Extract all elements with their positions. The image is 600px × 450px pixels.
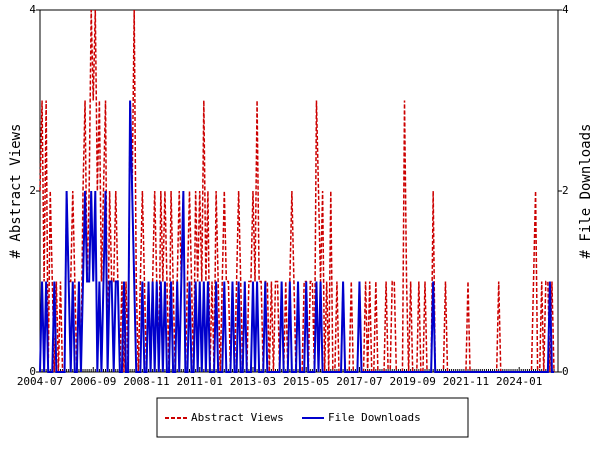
series-line bbox=[39, 100, 554, 373]
legend-box bbox=[156, 397, 469, 438]
y2-tick-label: 0 bbox=[562, 365, 569, 378]
x-tick-label: 2021-11 bbox=[443, 375, 489, 388]
y-tick-label: 0 bbox=[29, 365, 36, 378]
series-line bbox=[39, 9, 555, 373]
x-tick-label: 2024-01 bbox=[496, 375, 542, 388]
y-tick-label: 2 bbox=[29, 184, 36, 197]
y2-axis-label: # File Downloads bbox=[578, 124, 594, 259]
x-tick-label: 2013-03 bbox=[230, 375, 276, 388]
y2-tick-label: 2 bbox=[562, 184, 569, 197]
x-tick-label: 2017-07 bbox=[336, 375, 382, 388]
x-tick-label: 2004-07 bbox=[17, 375, 63, 388]
legend-label: Abstract Views bbox=[191, 411, 284, 424]
y-tick-label: 4 bbox=[29, 3, 36, 16]
x-tick-label: 2019-09 bbox=[390, 375, 436, 388]
y2-tick-label: 4 bbox=[562, 3, 569, 16]
legend-label: File Downloads bbox=[328, 411, 421, 424]
x-tick-label: 2015-05 bbox=[283, 375, 329, 388]
x-tick-label: 2008-11 bbox=[123, 375, 169, 388]
x-tick-label: 2006-09 bbox=[70, 375, 116, 388]
y-axis-label: # Abstract Views bbox=[8, 124, 24, 259]
x-tick-label: 2011-01 bbox=[177, 375, 223, 388]
